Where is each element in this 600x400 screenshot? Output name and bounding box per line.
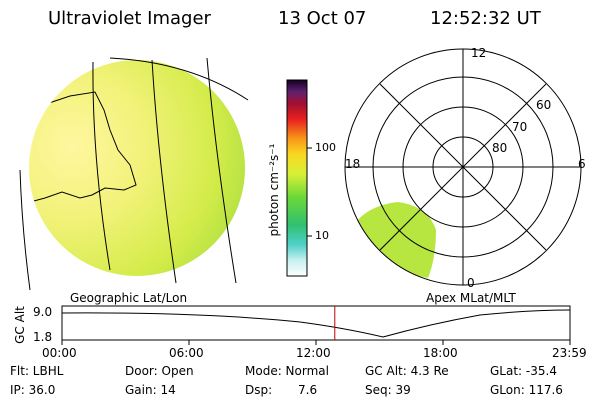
timeline-xtick-0000: 00:00 <box>42 346 77 360</box>
coastline <box>29 91 137 203</box>
mlt-label-6: 6 <box>578 157 586 171</box>
timeline-xtick-2359: 23:59 <box>552 346 587 360</box>
timeline-ytick-9: 9.0 <box>33 305 53 319</box>
timeline-ytick-1.8: 1.8 <box>33 330 53 344</box>
dsp-label: Dsp: <box>245 383 273 397</box>
glat-readout: GLat: -35.4 <box>490 364 557 378</box>
mlt-label-12: 12 <box>471 46 487 60</box>
mlt-label-18: 18 <box>345 157 361 171</box>
geo-parallel <box>109 57 249 101</box>
mlat-label-80: 80 <box>492 141 508 155</box>
glon-readout: GLon: 117.6 <box>490 383 563 397</box>
mlat-label-70: 70 <box>512 120 528 134</box>
timeline-ylabel: GC Alt <box>13 306 27 344</box>
mlat-label-60: 60 <box>536 98 552 112</box>
observation-time: 12:52:32 UT <box>430 8 541 29</box>
geo-meridian <box>19 169 31 291</box>
polar-panel-label: Apex MLat/MLT <box>426 291 516 305</box>
ip-readout: IP: 36.0 <box>10 383 56 397</box>
gc-alt-readout: GC Alt: 4.3 Re <box>365 364 449 378</box>
altitude-curve <box>61 309 571 338</box>
door-readout: Door: Open <box>125 364 194 378</box>
gain-readout: Gain: 14 <box>125 383 176 397</box>
seq-readout: Seq: 39 <box>365 383 411 397</box>
geo-meridian <box>206 57 237 284</box>
geo-panel-label: Geographic Lat/Lon <box>70 291 188 305</box>
observation-date: 13 Oct 07 <box>278 8 367 29</box>
instrument-title: Ultraviolet Imager <box>48 8 211 29</box>
timeline-xtick-0600: 06:00 <box>169 346 204 360</box>
dsp-value: 7.6 <box>298 383 318 397</box>
geo-meridian <box>151 59 177 284</box>
colorbar-tick-label-10: 10 <box>315 229 329 242</box>
timeline-xtick-1200: 12:00 <box>296 346 331 360</box>
mlt-label-0: 0 <box>467 276 475 290</box>
geo-emission-disk <box>29 60 245 276</box>
geo-meridian <box>92 61 111 271</box>
timeline-frame <box>61 305 571 341</box>
timeline-xtick-1800: 18:00 <box>423 346 458 360</box>
mode-readout: Mode: Normal <box>245 364 329 378</box>
colorbar-tick-label-100: 100 <box>315 141 336 154</box>
filter-readout: Flt: LBHL <box>10 364 64 378</box>
colorbar-scale <box>286 79 308 277</box>
polar-axis-diagonal <box>379 83 547 251</box>
